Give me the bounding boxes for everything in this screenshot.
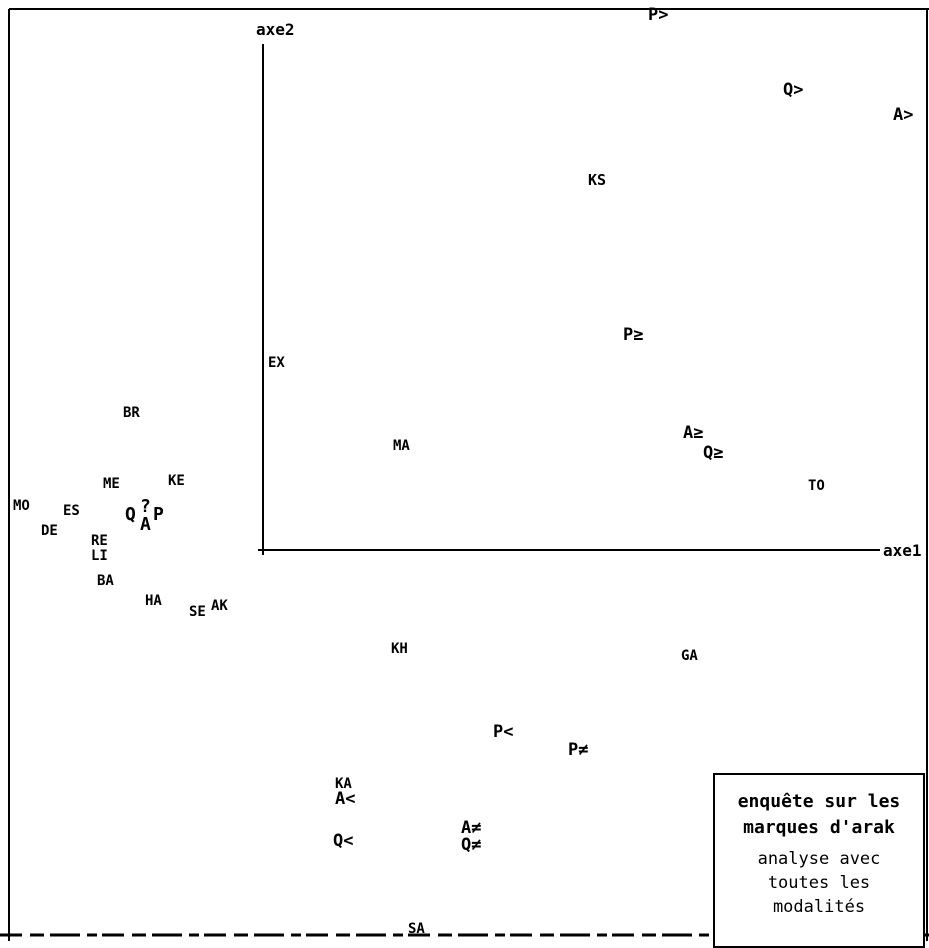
point-label-14: ES [63,503,80,519]
point-label-25: AK [211,598,228,614]
point-label-34: Q≠ [461,835,481,855]
point-label-30: KA [335,776,352,792]
point-label-6: A≥ [683,423,703,443]
point-label-15: Q [125,504,136,525]
point-label-31: A< [335,789,355,809]
point-label-0: P> [648,5,668,25]
point-label-4: P≥ [623,325,643,345]
point-label-16: ? [140,496,151,517]
point-label-18: A [140,514,151,535]
point-label-23: HA [145,593,162,609]
point-label-33: A≠ [461,818,481,838]
point-label-12: KE [168,473,185,489]
x-axis-label: axe1 [883,541,922,560]
data-points: P> Q> A> KS P≥ EX A≥Q≥ MA TO BR ME KE MO ES Q? PA DE RELI… [13,5,913,937]
point-label-29: P≠ [568,740,588,760]
point-label-11: ME [103,476,120,492]
point-label-27: GA [681,648,698,664]
legend-sub-line-1: analyse avec [757,849,881,869]
point-label-28: P< [493,722,513,742]
point-label-26: KH [391,641,408,657]
legend-box: enquête sur les marques d'arak analyse a… [713,773,925,948]
point-label-21: LI [91,548,108,564]
legend-title-line-1: enquête sur les [737,791,901,812]
legend-sub-line-2: toutes les [767,873,871,893]
point-label-19: DE [41,523,58,539]
point-label-1: Q> [783,80,803,100]
point-label-24: SE [189,604,206,620]
point-label-3: KS [588,171,606,189]
point-label-8: MA [393,438,410,454]
point-label-2: A> [893,105,913,125]
point-label-7: Q≥ [703,443,723,463]
y-axis-label: axe2 [256,20,295,39]
point-label-35: SA [408,921,425,937]
legend-title-line-2: marques d'arak [743,817,895,838]
point-label-20: RE [91,533,108,549]
point-label-32: Q< [333,831,353,851]
point-label-17: P [153,504,164,525]
legend-sub-line-3: modalités [772,897,866,917]
point-label-9: TO [808,478,825,494]
point-label-13: MO [13,498,30,514]
point-label-10: BR [123,405,140,421]
point-label-5: EX [268,355,285,371]
point-label-22: BA [97,573,114,589]
